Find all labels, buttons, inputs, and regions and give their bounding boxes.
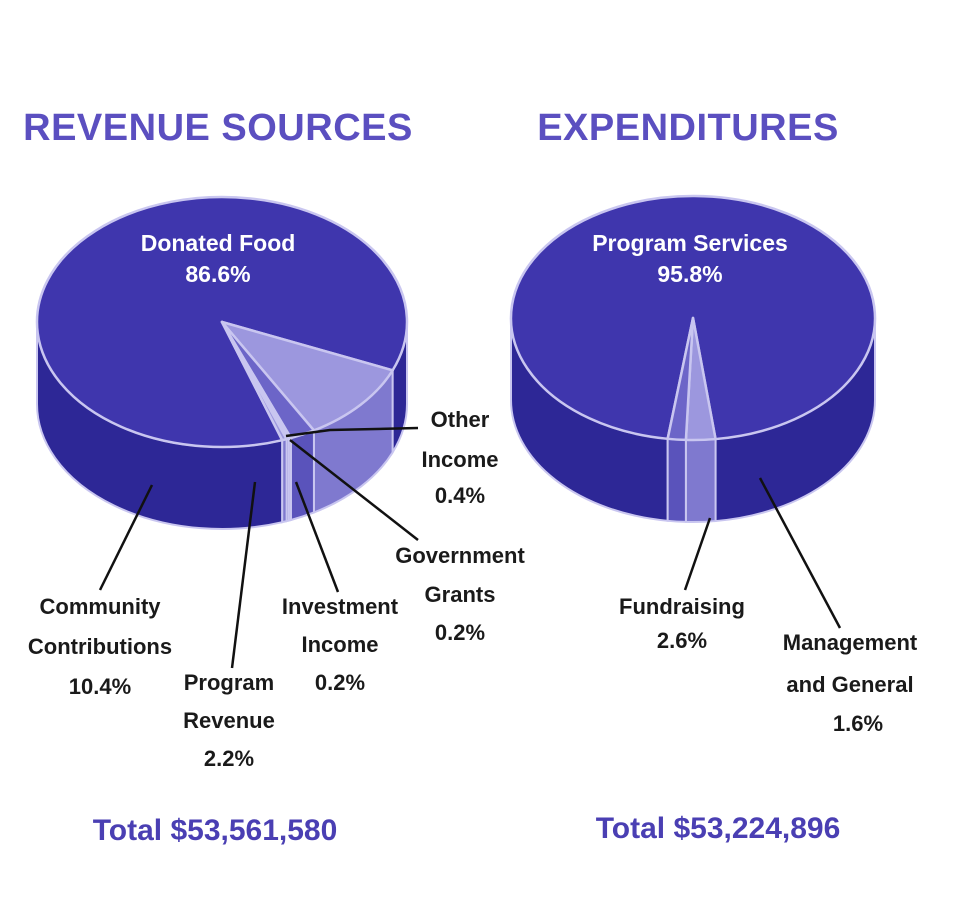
program-revenue-label-1: Program bbox=[184, 670, 274, 695]
donated-food-label: Donated Food bbox=[141, 230, 296, 256]
management-general-label-1: Management bbox=[783, 630, 918, 655]
management-general-leader bbox=[758, 477, 842, 629]
government-grants-leader bbox=[289, 439, 419, 541]
pie-slice-community-contributions bbox=[220, 320, 394, 432]
community-contributions-leader bbox=[98, 484, 154, 591]
donated-food-percent: 86.6% bbox=[185, 261, 250, 287]
community-contributions-label-1: Community bbox=[40, 594, 162, 619]
investment-income-leader bbox=[294, 481, 340, 593]
program-revenue-label-2: Revenue bbox=[183, 708, 275, 733]
investment-income-percent: 0.2% bbox=[315, 670, 365, 695]
fundraising-label: Fundraising bbox=[619, 594, 745, 619]
community-contributions-label-2: Contributions bbox=[28, 634, 172, 659]
government-grants-percent: 0.2% bbox=[435, 620, 485, 645]
expenditures-title: EXPENDITURES bbox=[537, 107, 839, 149]
expenditures-pie bbox=[509, 194, 877, 523]
fundraising-leader bbox=[683, 517, 712, 591]
other-income-label-2: Income bbox=[421, 447, 498, 472]
pie-side-other-income bbox=[281, 437, 288, 524]
other-income-label-1: Other bbox=[431, 407, 490, 432]
program-services-percent: 95.8% bbox=[657, 261, 722, 287]
other-income-percent: 0.4% bbox=[435, 483, 485, 508]
fundraising-percent: 2.6% bbox=[657, 628, 707, 653]
government-grants-label-1: Government bbox=[395, 543, 525, 568]
pie-slice-other-income bbox=[220, 320, 288, 442]
management-general-label-2: and General bbox=[786, 672, 913, 697]
investment-income-label-1: Investment bbox=[282, 594, 399, 619]
other-income-leader bbox=[285, 426, 419, 438]
expenditures-total: Total $53,224,896 bbox=[596, 812, 841, 845]
program-revenue-leader bbox=[230, 481, 257, 669]
pie-side-management-and-general bbox=[666, 437, 687, 523]
revenue-total: Total $53,561,580 bbox=[93, 814, 338, 847]
program-revenue-percent: 2.2% bbox=[204, 746, 254, 771]
community-contributions-percent: 10.4% bbox=[69, 674, 131, 699]
government-grants-label-2: Grants bbox=[425, 582, 496, 607]
investment-income-label-2: Income bbox=[301, 632, 378, 657]
pie-side-fundraising bbox=[684, 437, 717, 523]
pie-slice-management-and-general bbox=[666, 316, 695, 442]
management-general-percent: 1.6% bbox=[833, 711, 883, 736]
revenue-title: REVENUE SOURCES bbox=[23, 107, 413, 149]
program-services-label: Program Services bbox=[592, 230, 788, 256]
